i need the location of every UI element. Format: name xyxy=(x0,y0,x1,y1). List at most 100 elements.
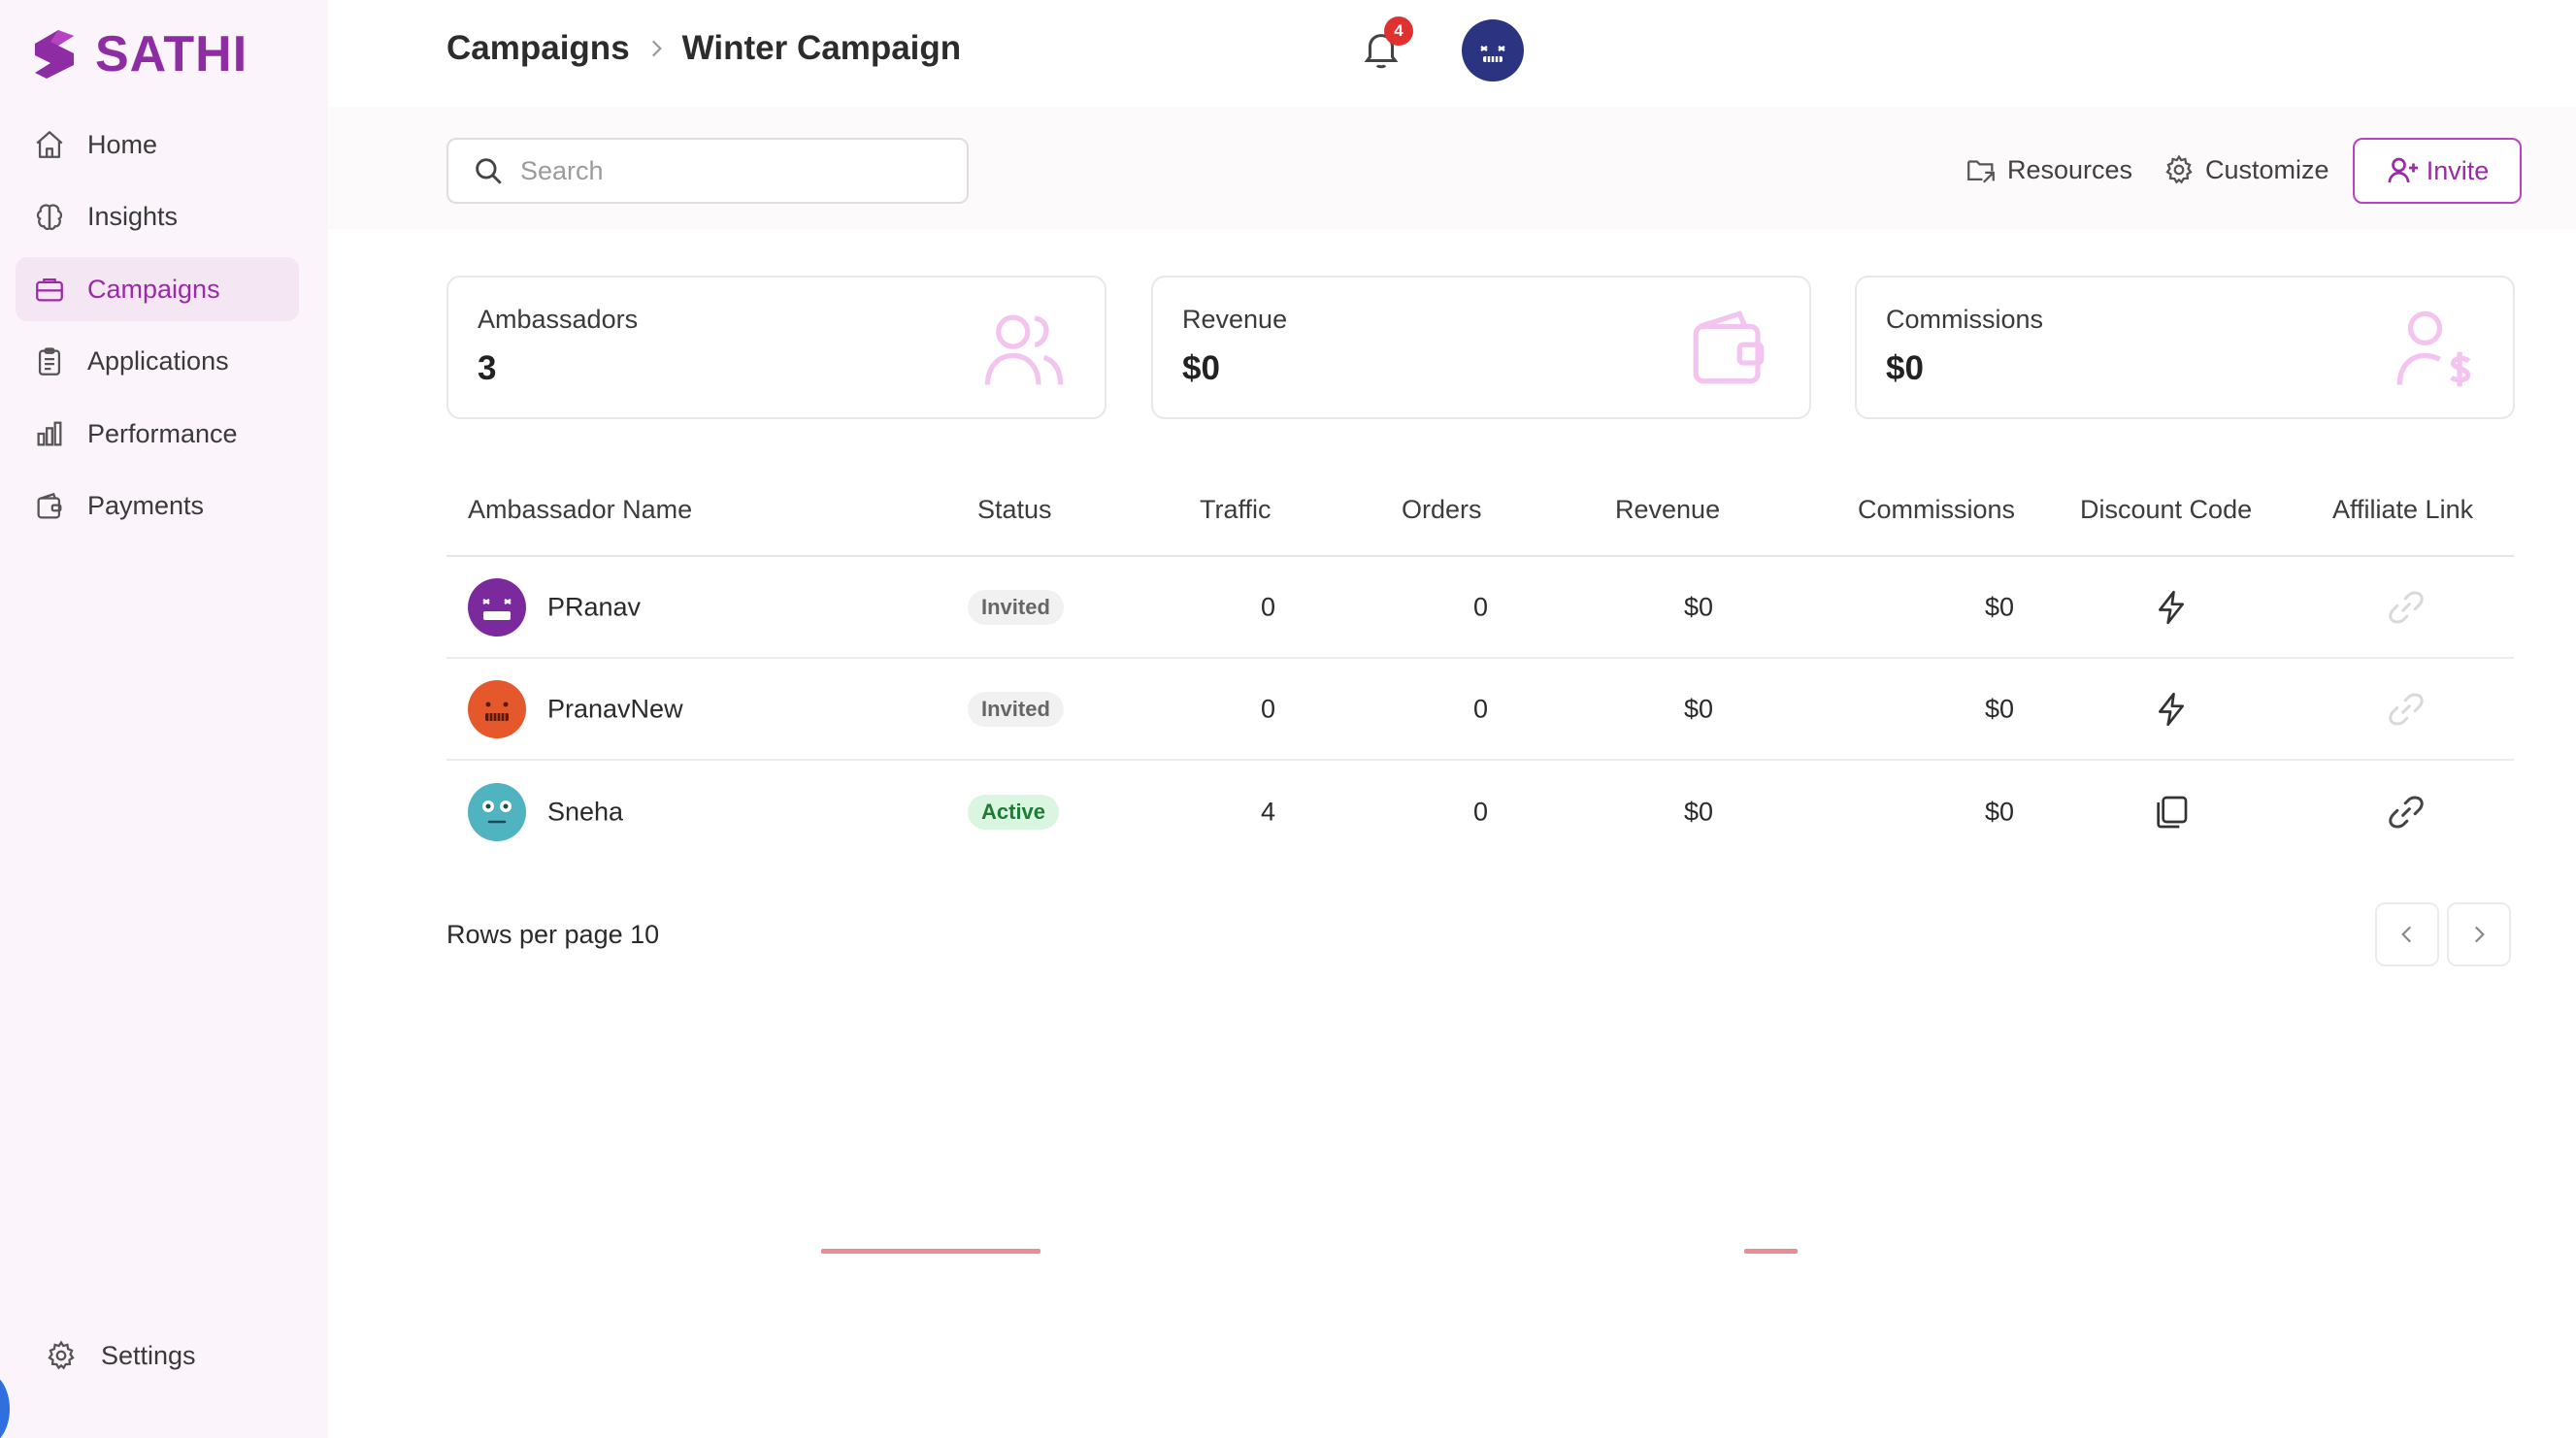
stat-card-revenue: Revenue $0 xyxy=(1151,276,1811,419)
lightning-icon[interactable] xyxy=(2152,588,2191,627)
commissions-value: $0 xyxy=(1984,797,2014,827)
traffic-value: 0 xyxy=(1260,592,1275,621)
traffic-value: 4 xyxy=(1260,797,1275,827)
user-avatar[interactable] xyxy=(1462,19,1524,82)
prev-page-button[interactable] xyxy=(2375,902,2439,966)
link-icon xyxy=(2387,690,2426,729)
breadcrumb-campaigns[interactable]: Campaigns xyxy=(446,29,630,67)
notification-button[interactable] xyxy=(1359,27,1404,72)
avatar xyxy=(468,577,526,637)
orders-value: 0 xyxy=(1472,694,1488,723)
toolbar: Resources Customize Invite xyxy=(328,107,2576,229)
resources-button[interactable]: Resources xyxy=(1965,153,2132,186)
table-header: Ambassador Name Status Traffic Orders Re… xyxy=(446,479,2514,557)
users-icon xyxy=(984,314,1064,385)
loading-bar xyxy=(821,1249,1040,1254)
ambassador-name[interactable]: PranavNew xyxy=(547,694,683,723)
ambassador-name[interactable]: Sneha xyxy=(547,797,624,827)
rows-per-page[interactable]: Rows per page 10 xyxy=(446,920,660,949)
revenue-value: $0 xyxy=(1683,694,1713,723)
user-dollar-icon xyxy=(2396,310,2471,387)
search-input[interactable] xyxy=(520,155,928,186)
avatar xyxy=(468,679,526,738)
search-box[interactable] xyxy=(446,138,969,204)
sidebar-item-settings[interactable]: Settings xyxy=(45,1339,196,1372)
sidebar-item-campaigns[interactable]: Campaigns xyxy=(16,257,299,321)
sidebar-item-label: Payments xyxy=(87,491,205,520)
column-header[interactable]: Status xyxy=(977,495,1052,524)
stat-value: $0 xyxy=(1886,349,1924,387)
resources-label: Resources xyxy=(2007,154,2133,184)
sidebar-item-applications[interactable]: Applications xyxy=(16,330,299,394)
briefcase-icon xyxy=(36,278,63,302)
commissions-value: $0 xyxy=(1984,694,2014,723)
traffic-value: 0 xyxy=(1260,694,1275,723)
orders-value: 0 xyxy=(1472,797,1488,827)
status-badge: Invited xyxy=(968,691,1064,727)
sidebar-item-label: Campaigns xyxy=(87,274,220,304)
gear-icon xyxy=(2165,154,2193,184)
sidebar-item-payments[interactable]: Payments xyxy=(16,474,299,539)
logo[interactable]: SATHI xyxy=(29,25,248,83)
loading-bar xyxy=(1744,1249,1798,1254)
lightning-icon[interactable] xyxy=(2152,690,2191,729)
bar-chart-icon xyxy=(37,421,62,446)
column-header[interactable]: Ambassador Name xyxy=(468,495,693,524)
next-page-button[interactable] xyxy=(2447,902,2511,966)
column-header[interactable]: Affiliate Link xyxy=(2332,495,2474,524)
ambassador-name[interactable]: PRanav xyxy=(547,592,642,621)
sidebar: SATHI Home Insights Campaigns xyxy=(0,0,328,1438)
home-icon xyxy=(36,131,63,158)
gear-icon xyxy=(48,1340,75,1370)
logo-text: SATHI xyxy=(95,26,248,82)
table-row[interactable]: Sneha Active 4 0 $0 $0 xyxy=(446,761,2514,864)
stat-value: $0 xyxy=(1182,349,1220,387)
sidebar-item-label: Applications xyxy=(87,346,229,376)
search-icon xyxy=(476,158,502,184)
avatar-face-icon xyxy=(1480,45,1505,62)
wallet-icon xyxy=(1693,310,1765,384)
column-header[interactable]: Discount Code xyxy=(2080,495,2253,524)
invite-button[interactable]: Invite xyxy=(2353,138,2522,204)
sidebar-item-insights[interactable]: Insights xyxy=(16,185,299,249)
revenue-value: $0 xyxy=(1683,592,1713,621)
status-badge: Active xyxy=(968,795,1060,830)
brain-icon xyxy=(36,203,63,230)
sidebar-item-label: Insights xyxy=(87,202,179,231)
sidebar-item-performance[interactable]: Performance xyxy=(16,402,299,466)
sathi-logo-icon xyxy=(35,30,74,79)
ambassadors-table: Ambassador Name Status Traffic Orders Re… xyxy=(446,479,2514,864)
stat-title: Revenue xyxy=(1182,305,1288,334)
sidebar-item-label: Home xyxy=(87,129,158,159)
copy-icon[interactable] xyxy=(2152,793,2191,832)
chevron-right-icon xyxy=(2474,926,2485,943)
help-bubble[interactable] xyxy=(0,1372,10,1438)
sidebar-nav: Home Insights Campaigns Applications xyxy=(16,113,299,546)
invite-label: Invite xyxy=(2426,155,2490,185)
wallet-icon xyxy=(37,492,62,518)
table-row[interactable]: PranavNew Invited 0 0 $0 $0 xyxy=(446,659,2514,761)
avatar xyxy=(468,783,526,841)
chevron-left-icon xyxy=(2401,926,2412,943)
stat-card-ambassadors: Ambassadors 3 xyxy=(446,276,1106,419)
sidebar-item-home[interactable]: Home xyxy=(16,113,299,177)
breadcrumb: Campaigns Winter Campaign xyxy=(446,29,961,68)
link-icon[interactable] xyxy=(2387,793,2426,832)
stat-title: Ambassadors xyxy=(478,305,639,334)
settings-label: Settings xyxy=(101,1340,196,1370)
commissions-value: $0 xyxy=(1984,592,2014,621)
column-header[interactable]: Orders xyxy=(1402,495,1482,524)
chevron-right-icon xyxy=(651,40,662,57)
sidebar-item-label: Performance xyxy=(87,418,238,448)
column-header[interactable]: Commissions xyxy=(1858,495,2016,524)
stat-value: 3 xyxy=(478,349,497,387)
clipboard-icon xyxy=(38,346,61,376)
customize-label: Customize xyxy=(2205,154,2329,184)
column-header[interactable]: Traffic xyxy=(1200,495,1271,524)
table-row[interactable]: PRanav Invited 0 0 $0 $0 xyxy=(446,557,2514,659)
folder-icon xyxy=(1967,160,1995,183)
bell-icon xyxy=(1364,34,1399,69)
column-header[interactable]: Revenue xyxy=(1615,495,1721,524)
customize-button[interactable]: Customize xyxy=(2163,153,2329,186)
status-badge: Invited xyxy=(968,589,1064,625)
